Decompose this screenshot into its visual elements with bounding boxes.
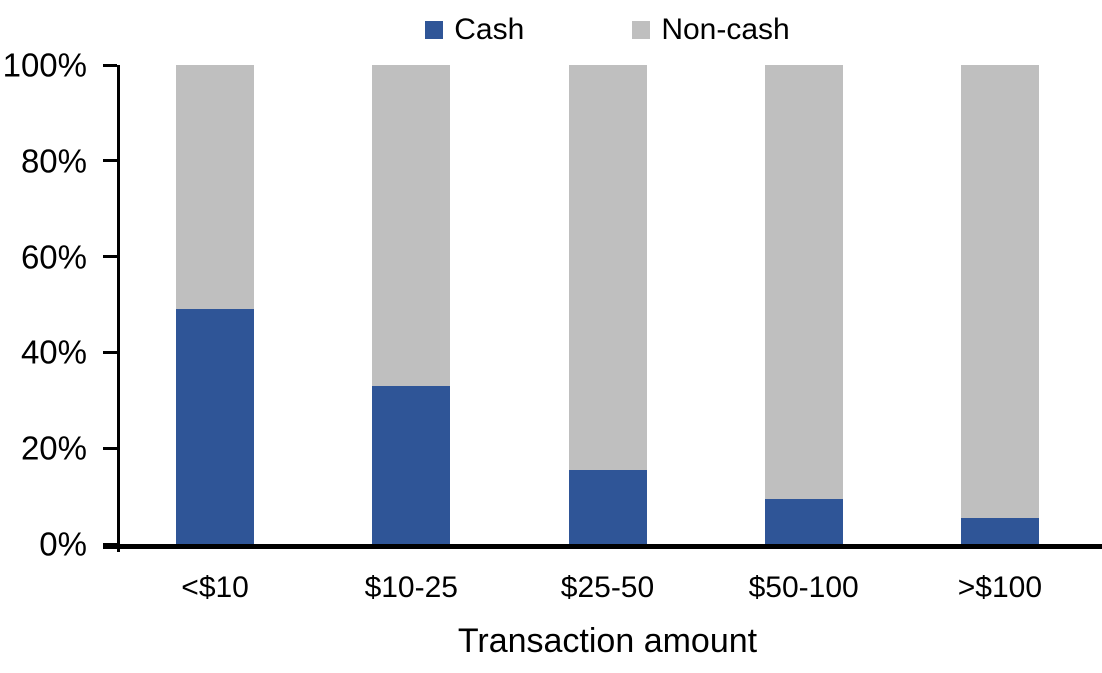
- y-axis-line: [117, 65, 120, 552]
- y-axis-tick-label: 40%: [20, 333, 87, 371]
- legend-swatch-cash-icon: [425, 21, 444, 39]
- legend-swatch-non-cash-icon: [632, 21, 651, 39]
- y-axis-tick-label: 100%: [2, 46, 87, 84]
- bar-segment-cash: [568, 469, 647, 544]
- y-axis-tick-label: 60%: [20, 238, 87, 276]
- bar-group: [960, 65, 1039, 544]
- legend-label-cash: Cash: [454, 13, 525, 46]
- y-axis-tick: [103, 446, 117, 450]
- bar-segment-non-cash: [960, 65, 1039, 518]
- bar-group: [568, 65, 647, 544]
- chart-legend: Cash Non-cash: [117, 8, 1098, 52]
- bar-segment-non-cash: [372, 65, 451, 386]
- y-axis-tick: [103, 350, 117, 354]
- bar-segment-cash: [372, 385, 451, 544]
- x-axis-category-label: $10-25: [364, 571, 458, 604]
- y-axis-tick-label: 0%: [39, 525, 87, 563]
- y-axis-tick: [103, 159, 117, 163]
- y-axis-tick: [103, 542, 117, 546]
- x-axis-category-label: $50-100: [748, 571, 859, 604]
- bar-segment-cash: [176, 309, 255, 544]
- y-axis-tick: [103, 63, 117, 67]
- bar-segment-non-cash: [176, 65, 255, 310]
- legend-item-non-cash: Non-cash: [632, 13, 790, 46]
- y-axis-tick-label: 20%: [20, 429, 87, 467]
- bar-segment-cash: [960, 517, 1039, 544]
- x-axis-category-label: <$10: [181, 571, 249, 604]
- bar-group: [764, 65, 843, 544]
- y-axis-tick: [103, 255, 117, 259]
- x-axis-line: [103, 544, 1102, 549]
- x-axis-title: Transaction amount: [457, 622, 758, 660]
- y-axis-tick-label: 80%: [20, 142, 87, 180]
- legend-label-non-cash: Non-cash: [661, 13, 790, 46]
- bar-group: [372, 65, 451, 544]
- x-axis-category-label: >$100: [957, 571, 1043, 604]
- legend-item-cash: Cash: [425, 15, 524, 45]
- bar-segment-non-cash: [568, 65, 647, 470]
- bar-segment-cash: [764, 498, 843, 544]
- bar-group: [176, 65, 255, 544]
- x-axis-category-label: $25-50: [560, 571, 655, 604]
- bar-segment-non-cash: [764, 65, 843, 499]
